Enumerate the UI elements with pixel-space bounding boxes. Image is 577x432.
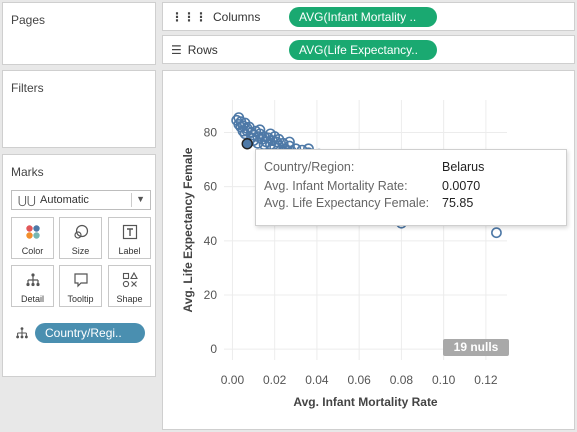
detail-label: Detail [20,294,44,304]
mark-type-dropdown[interactable]: ⋃⋃ Automatic ▼ [11,190,151,210]
nulls-indicator[interactable]: 19 nulls [443,339,509,356]
x-tick-label: 0.02 [263,373,287,387]
shape-button[interactable]: Shape [108,265,151,307]
tooltip-key: Avg. Infant Mortality Rate: [264,179,408,193]
rows-measure-pill[interactable]: AVG(Life Expectancy.. [289,40,437,60]
label-icon [109,223,150,241]
columns-icon: ⋮⋮⋮ [171,10,207,24]
detail-button[interactable]: Detail [11,265,54,307]
y-axis-title: Avg. Life Expectancy Female [181,147,195,312]
tooltip-label: Tooltip [67,294,94,304]
color-icon [12,223,53,241]
pages-title: Pages [11,13,46,27]
rows-shelf-label: ☰ Rows [171,43,218,57]
mark-tooltip: Country/Region: Belarus Avg. Infant Mort… [255,149,567,226]
x-tick-label: 0.04 [305,373,329,387]
color-button[interactable]: Color [11,217,54,259]
pages-card: Pages [2,2,156,65]
dropdown-divider [131,193,132,207]
country-region-pill[interactable]: Country/Regi.. [35,323,145,343]
x-tick-label: 0.06 [347,373,371,387]
y-tick-label: 0 [210,342,217,356]
scatter-plot[interactable]: 0.00 0.02 0.04 0.06 0.08 0.10 0.12 0 20 40 60 80 Avg… [162,70,575,430]
tooltip-key: Country/Region: [264,160,355,174]
tooltip-button[interactable]: Tooltip [59,265,102,307]
filters-card[interactable]: Filters [2,70,156,148]
y-tick-label: 20 [204,288,218,302]
chevron-down-icon: ▼ [136,194,145,204]
size-label: Size [71,246,90,256]
rows-label-text: Rows [187,43,218,57]
data-point [491,227,502,239]
x-tick-label: 0.10 [432,373,456,387]
rows-shelf[interactable]: ☰ Rows AVG(Life Expectancy.. [162,35,575,64]
x-axis-title: Avg. Infant Mortality Rate [293,395,438,409]
tooltip-key: Avg. Life Expectancy Female: [264,196,430,210]
data-point [254,124,266,136]
shape-label: Shape [116,294,143,304]
tooltip-value: Belarus [442,160,485,174]
label-label: Label [118,246,141,256]
x-tick-label: 0.12 [474,373,498,387]
view-canvas[interactable] [162,70,575,430]
data-point [273,133,285,145]
columns-shelf[interactable]: ⋮⋮⋮ Columns AVG(Infant Mortality .. [162,2,575,31]
filters-title: Filters [11,81,44,95]
data-point [284,136,295,148]
mark-type-icon: ⋃⋃ [18,195,37,207]
selected-data-point [241,138,253,150]
size-button[interactable]: Size [59,217,102,259]
y-tick-label: 40 [204,234,218,248]
marks-title: Marks [11,165,44,179]
detail-icon [12,271,53,289]
columns-label-text: Columns [213,10,261,24]
y-tick-label: 80 [204,126,218,140]
detail-field-icon [15,326,29,345]
x-tick-label: 0.00 [221,373,245,387]
rows-icon: ☰ [171,43,182,57]
tooltip-value: 0.0070 [442,179,481,193]
columns-measure-pill[interactable]: AVG(Infant Mortality .. [289,7,437,27]
tooltip-icon [60,271,101,289]
size-icon [60,223,101,241]
x-tick-label: 0.08 [390,373,414,387]
color-label: Color [21,246,44,256]
shape-icon [109,271,150,289]
marks-card: Marks ⋃⋃ Automatic ▼ Color Size [2,154,156,377]
y-tick-label: 60 [204,180,218,194]
tooltip-value: 75.85 [442,196,474,210]
label-button[interactable]: Label [108,217,151,259]
columns-shelf-label: ⋮⋮⋮ Columns [171,10,260,24]
mark-type-value: Automatic [40,194,89,206]
